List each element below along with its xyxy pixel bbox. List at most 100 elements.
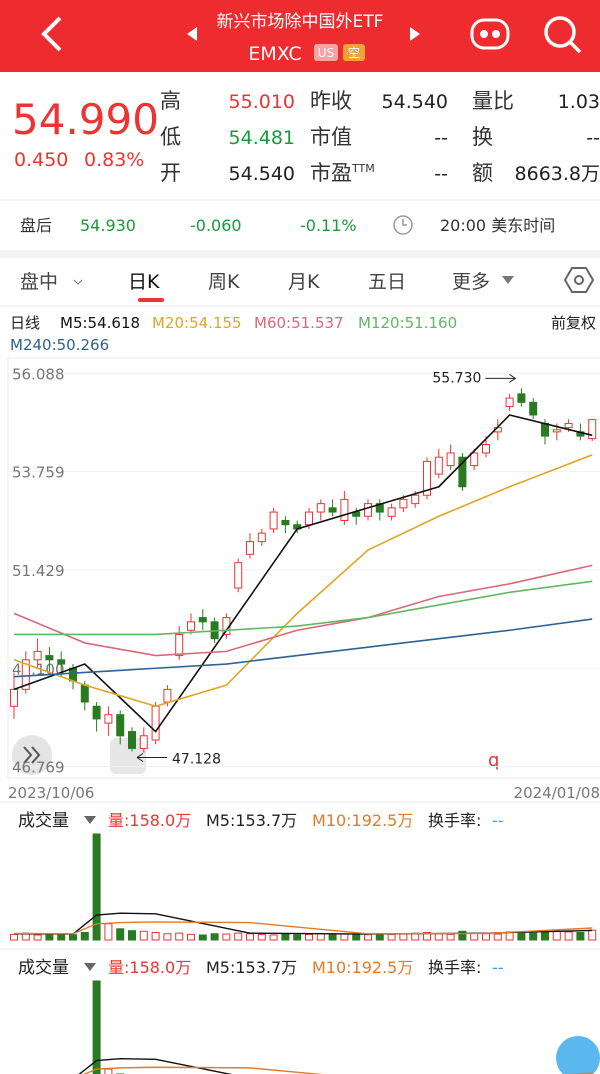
volume-bar	[104, 1068, 113, 1074]
volume-bar	[257, 933, 266, 941]
volume-bar	[33, 934, 42, 941]
min-arrow	[136, 753, 167, 762]
volume-turnover-value: --	[492, 958, 504, 977]
volume-ma-line	[82, 1066, 593, 1074]
candle-body	[198, 617, 207, 623]
candle-body	[10, 688, 18, 707]
candle-body	[139, 735, 148, 749]
volume-bar	[187, 933, 195, 941]
volume-ma-line	[13, 921, 593, 935]
badge-bg	[343, 44, 365, 61]
volume-bar	[139, 930, 148, 941]
search-icon[interactable]	[544, 16, 582, 54]
field-value: 54.540	[382, 91, 448, 113]
volume-bar	[269, 934, 278, 941]
clock-icon	[393, 215, 413, 235]
volume-bar	[588, 929, 597, 941]
volume-bar	[576, 932, 585, 941]
tab: 更多	[452, 271, 490, 293]
volume-bar	[92, 980, 101, 1074]
y-tick-label: 56.088	[12, 365, 65, 383]
field-value: 54.481	[229, 127, 295, 149]
y-tick-label: 51.429	[12, 562, 65, 580]
settings-icon[interactable]	[563, 267, 595, 293]
y-tick-label: 46.769	[12, 759, 65, 777]
ma-line	[14, 580, 593, 636]
field-label: 换	[472, 125, 493, 149]
tab: 五日	[368, 271, 406, 293]
volume-bar	[493, 933, 502, 941]
volume-ma-line	[78, 1057, 233, 1074]
candle-body	[128, 731, 136, 749]
q-icon[interactable]: q	[488, 750, 499, 771]
candle-body	[399, 498, 408, 509]
volume-bar	[69, 934, 77, 941]
field-value: --	[434, 163, 448, 185]
tab: 盘中	[20, 271, 58, 293]
volume-bar	[517, 932, 526, 941]
volume-m5: M5:153.7万	[206, 958, 297, 977]
volume-bar	[316, 933, 325, 941]
legend-item: M60:51.537	[254, 314, 344, 332]
volume-bar	[116, 928, 125, 941]
candle-body	[517, 393, 526, 403]
fullscreen-btn[interactable]	[110, 738, 146, 774]
next-icon[interactable]	[410, 27, 420, 41]
ma-line	[13, 564, 593, 657]
volume-bar	[104, 923, 113, 941]
volume-bar	[446, 933, 455, 941]
candle-body	[57, 659, 66, 665]
legend-item: M120:51.160	[358, 314, 457, 332]
volume-current: 量:158.0万	[108, 958, 191, 977]
chart-frame	[7, 357, 600, 779]
candle-body	[234, 562, 243, 589]
volume-bar	[175, 932, 184, 941]
volume-bar	[482, 933, 490, 941]
candle-body	[505, 397, 514, 408]
candle-body	[246, 541, 254, 555]
expand-icon	[23, 746, 41, 764]
candle-body	[281, 520, 290, 526]
candle-body	[411, 494, 420, 505]
field-label: 额	[472, 161, 493, 185]
field-value: 55.010	[229, 91, 295, 113]
field-label: 量比	[472, 89, 514, 113]
title: 新兴市场除中国外ETF	[217, 12, 384, 32]
candle-body	[552, 429, 561, 433]
candle-body	[305, 511, 313, 526]
candle-body	[387, 507, 396, 517]
back-icon[interactable]	[41, 16, 62, 52]
candle-body	[482, 444, 490, 454]
candle-body	[328, 507, 337, 513]
volume-bar	[163, 933, 172, 941]
volume-bar	[293, 934, 302, 941]
volume-m10: M10:192.5万	[312, 811, 413, 830]
volume-bar	[352, 933, 361, 941]
header-bar	[0, 0, 600, 72]
volume-bar	[529, 932, 538, 941]
volume-bar	[458, 930, 467, 941]
volume-bar	[92, 833, 101, 941]
volume-bar	[151, 932, 160, 941]
min-label: 47.128	[172, 751, 221, 767]
field-label: 开	[160, 161, 181, 185]
candle-body	[529, 401, 538, 416]
prev-icon[interactable]	[187, 27, 197, 41]
volume-bar	[387, 933, 396, 941]
volume-bar	[364, 934, 372, 941]
candle-body	[316, 503, 325, 513]
tab: 月K	[288, 271, 320, 293]
legend-period: 日线	[10, 314, 40, 332]
spacer	[0, 250, 600, 258]
badge: US	[318, 46, 334, 60]
date-label: 2023/10/06	[8, 784, 94, 802]
volume-bar	[222, 933, 231, 941]
tip-btn[interactable]	[556, 1036, 600, 1074]
robot-icon[interactable]	[470, 18, 510, 50]
field-value: 8663.8万	[515, 163, 600, 185]
ah-change-pct: -0.11%	[300, 216, 357, 235]
candle-body	[21, 659, 30, 690]
candle-body	[151, 705, 160, 741]
volume-bar	[305, 933, 313, 941]
